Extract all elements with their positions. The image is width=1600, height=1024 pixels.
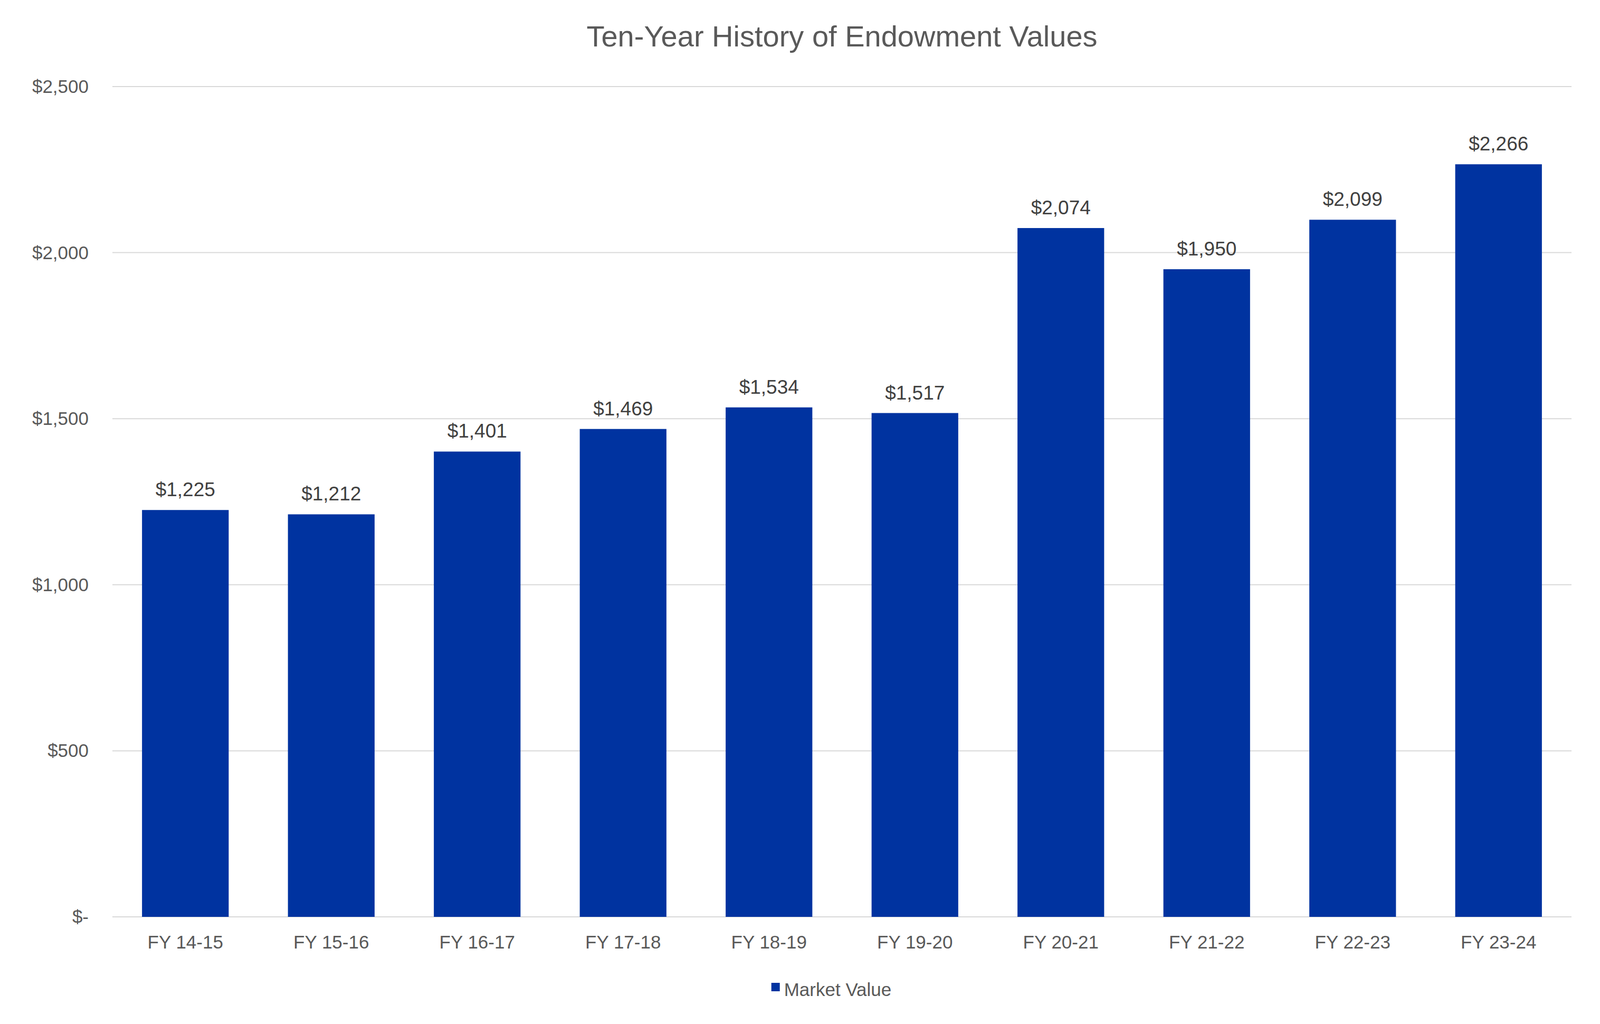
legend-swatch — [771, 982, 780, 992]
bar — [433, 451, 521, 917]
data-label: $1,517 — [884, 382, 945, 404]
title: Ten-Year History of Endowment Values — [586, 19, 1098, 53]
chart: Ten-Year History of Endowment Values $- $5… — [0, 0, 1600, 1024]
bar — [871, 413, 959, 917]
grid-line — [112, 86, 1572, 88]
y-tick-label: $2,500 — [32, 75, 89, 97]
bar — [1309, 219, 1396, 917]
x-tick-label: FY 20-21 — [1023, 931, 1099, 952]
bars — [141, 164, 1542, 917]
bar — [141, 509, 229, 917]
data-label: $1,534 — [739, 376, 799, 398]
bar — [1455, 164, 1542, 917]
x-tick-label: FY 17-18 — [585, 931, 661, 952]
legend-label: Market Value — [784, 978, 892, 1000]
y-tick-label: $500 — [47, 739, 89, 761]
x-tick-label: FY 19-20 — [877, 931, 953, 952]
bar — [288, 513, 375, 917]
y-tick-label: $2,000 — [32, 242, 89, 263]
data-label: $1,401 — [447, 420, 508, 442]
data-label: $2,266 — [1468, 132, 1529, 155]
data-label: $1,225 — [155, 478, 216, 501]
data-label: $1,950 — [1176, 237, 1237, 260]
bar — [579, 429, 667, 917]
data-labels: $1,225 $1,212 $1,401 $1,469 $1,534 $1,517 $2,0… — [155, 132, 1529, 505]
x-tick-label: FY 15-16 — [293, 931, 369, 952]
bar — [1017, 227, 1104, 917]
x-tick-label: FY 16-17 — [439, 931, 516, 952]
data-label: $1,469 — [593, 397, 653, 420]
x-tick-label: FY 21-22 — [1168, 931, 1245, 952]
legend: Market Value — [771, 978, 892, 1000]
bar — [1163, 269, 1251, 917]
bar — [725, 407, 813, 917]
x-tick-label: FY 14-15 — [147, 931, 224, 952]
x-tick-label: FY 22-23 — [1315, 931, 1391, 952]
data-label: $2,099 — [1322, 188, 1383, 211]
x-tick-label: FY 18-19 — [731, 931, 807, 952]
y-tick-label: $- — [72, 906, 89, 927]
data-label: $1,212 — [301, 482, 361, 505]
data-label: $2,074 — [1031, 196, 1091, 219]
y-tick-label: $1,500 — [32, 407, 89, 429]
x-tick-label: FY 23-24 — [1460, 931, 1537, 952]
y-tick-label: $1,000 — [32, 574, 89, 595]
